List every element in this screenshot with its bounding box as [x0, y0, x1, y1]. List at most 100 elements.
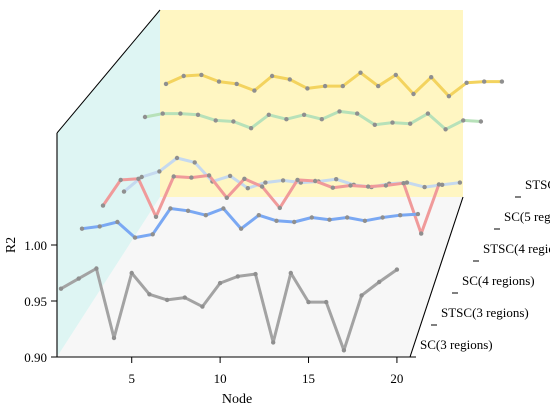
- back-panels: [56, 9, 463, 357]
- axis-labels: Node R2 5 10 15 20 0.90 0.95 1.00 SC(3 regions)…: [4, 177, 550, 407]
- data-point: [153, 214, 159, 219]
- x-tick-label: 10: [214, 371, 227, 386]
- data-point: [377, 279, 382, 285]
- series-6: [163, 70, 505, 99]
- data-point: [359, 293, 364, 298]
- data-point: [277, 205, 282, 211]
- data-point: [97, 224, 102, 229]
- data-point: [383, 183, 389, 188]
- data-point: [464, 80, 469, 86]
- data-point: [221, 206, 226, 211]
- data-point: [446, 94, 452, 99]
- data-point: [252, 88, 257, 93]
- series-label: STSC(3 regions): [441, 305, 529, 320]
- series-line: [81, 207, 418, 240]
- data-point: [340, 83, 345, 89]
- data-point: [192, 160, 197, 165]
- data-point: [436, 182, 442, 187]
- series-label: STSC(4 regions): [483, 241, 550, 256]
- data-point: [269, 73, 275, 79]
- data-point: [341, 348, 347, 353]
- data-point: [419, 231, 424, 236]
- series-line: [165, 71, 502, 98]
- data-point: [440, 182, 445, 187]
- data-point: [306, 299, 311, 305]
- data-point: [181, 73, 186, 79]
- data-point: [348, 183, 353, 188]
- data-point: [301, 112, 307, 118]
- data-point: [142, 114, 148, 120]
- data-point: [171, 174, 176, 179]
- series-label: SC(3 regions): [420, 337, 493, 352]
- data-point: [482, 79, 487, 84]
- data-point: [100, 203, 106, 208]
- data-point: [322, 83, 328, 89]
- data-point: [330, 185, 335, 190]
- data-point: [245, 186, 250, 191]
- series-line: [101, 173, 441, 236]
- depth-axis-line: [409, 196, 464, 358]
- x-tick-label: 15: [302, 371, 315, 386]
- data-point: [238, 226, 244, 231]
- data-point: [345, 215, 350, 220]
- data-point: [160, 111, 165, 116]
- y-tick-label: 0.90: [24, 350, 47, 365]
- data-point: [94, 266, 99, 271]
- data-point: [118, 177, 123, 183]
- data-point: [390, 120, 395, 125]
- data-point: [263, 180, 268, 185]
- data-point: [76, 276, 81, 281]
- series-label: SC(4 regions): [462, 273, 535, 288]
- series-2: [79, 206, 421, 240]
- data-point: [213, 118, 218, 123]
- data-point: [139, 174, 144, 180]
- data-point: [224, 195, 229, 200]
- y-tick-label: 1.00: [24, 238, 47, 253]
- data-point: [280, 178, 286, 183]
- data-point: [58, 286, 64, 291]
- data-point: [217, 280, 223, 286]
- data-point: [499, 79, 505, 84]
- data-point: [309, 215, 314, 220]
- data-point: [404, 180, 410, 185]
- data-point: [362, 218, 368, 223]
- data-point: [248, 126, 254, 131]
- data-point: [178, 111, 183, 116]
- data-point: [256, 213, 261, 218]
- data-point: [401, 181, 406, 186]
- x-tick-label: 20: [390, 371, 403, 386]
- floor-panel: [57, 197, 463, 357]
- data-point: [376, 83, 381, 89]
- data-point: [234, 81, 239, 87]
- back-edge-line: [56, 9, 161, 134]
- data-point: [168, 206, 173, 211]
- data-point: [274, 218, 279, 223]
- data-point: [324, 299, 329, 305]
- series-layer: [58, 70, 505, 353]
- data-point: [200, 304, 205, 309]
- data-point: [195, 112, 201, 118]
- data-point: [313, 178, 318, 184]
- left-wall-panel: [57, 10, 160, 357]
- data-point: [284, 117, 289, 122]
- data-point: [425, 111, 431, 116]
- data-point: [189, 175, 194, 180]
- back-wall-panel: [160, 10, 463, 197]
- x-tick-label: 5: [128, 371, 135, 386]
- data-point: [358, 70, 363, 75]
- axes: [51, 133, 521, 363]
- series-3: [100, 173, 442, 236]
- data-point: [121, 189, 127, 194]
- data-point: [334, 177, 339, 182]
- data-point: [398, 213, 403, 218]
- data-point: [259, 184, 265, 189]
- data-point: [411, 91, 416, 97]
- data-point: [305, 86, 310, 91]
- data-point: [203, 213, 208, 218]
- data-point: [185, 208, 191, 213]
- series-label: STSC(5 regions): [525, 177, 550, 192]
- series-5: [142, 109, 484, 132]
- data-point: [295, 177, 300, 183]
- data-point: [157, 169, 162, 174]
